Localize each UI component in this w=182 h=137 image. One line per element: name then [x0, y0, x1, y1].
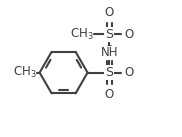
Text: O: O [105, 6, 114, 19]
Text: O: O [105, 88, 114, 101]
Text: S: S [106, 66, 114, 79]
Text: O: O [105, 44, 114, 57]
Text: CH$_3$: CH$_3$ [13, 65, 37, 80]
Text: NH: NH [101, 46, 118, 59]
Text: O: O [124, 66, 133, 79]
Text: S: S [106, 28, 114, 41]
Text: O: O [124, 28, 133, 41]
Text: CH$_3$: CH$_3$ [70, 27, 94, 42]
